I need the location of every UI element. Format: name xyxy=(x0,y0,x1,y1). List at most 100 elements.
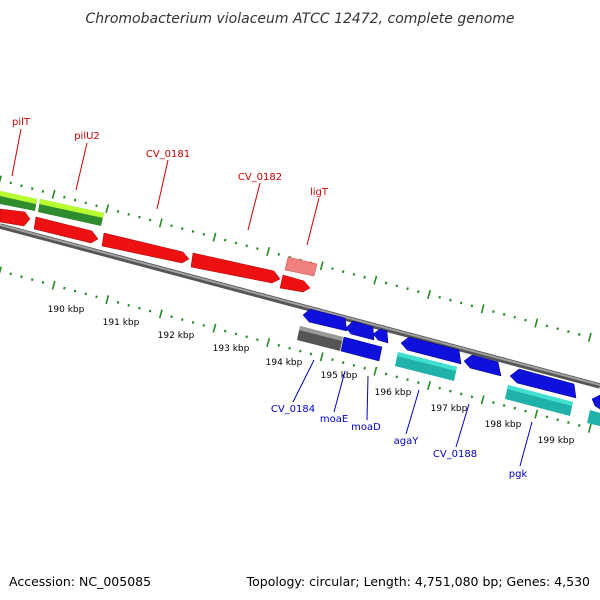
callout-line xyxy=(156,159,169,210)
inner-tick-mark xyxy=(158,309,163,319)
inner-tick-mark xyxy=(212,323,217,333)
inner-tick-mark xyxy=(556,418,559,422)
gene-arrow-ligT-segment[interactable] xyxy=(279,274,311,293)
gene-label-pilU2[interactable]: pilU2 xyxy=(74,131,100,142)
outer-tick-mark xyxy=(138,215,141,219)
genome-stats-text: Topology: circular; Length: 4,751,080 bp… xyxy=(246,574,590,589)
outer-tick-mark xyxy=(234,241,238,245)
inner-tick-mark xyxy=(288,346,291,350)
outer-tick-mark xyxy=(73,198,77,202)
gene-arrow-reverse-1[interactable] xyxy=(302,308,348,332)
outer-tick-mark xyxy=(513,315,517,319)
gene-label-moaD[interactable]: moaD xyxy=(351,422,381,433)
inner-tick-mark xyxy=(181,318,184,322)
gene-arrow-reverse-4[interactable] xyxy=(400,336,462,365)
gene-label-CV_0184[interactable]: CV_0184 xyxy=(271,404,315,415)
gene-arrow-moaE[interactable] xyxy=(340,336,383,362)
kbp-tick-labels: 190 kbp 191 kbp 192 kbp 193 kbp 194 kbp … xyxy=(48,305,575,446)
outer-tick-mark xyxy=(95,204,98,208)
outer-tick-mark xyxy=(256,247,259,251)
callout-line xyxy=(75,142,88,191)
gene-block-pgk-highlight[interactable] xyxy=(507,385,573,406)
reverse-gene-callouts: CV_0184 moaE moaD agaY CV_0188 pgk xyxy=(271,359,533,480)
outer-tick-mark xyxy=(577,333,581,336)
gene-arrow-pgk[interactable] xyxy=(509,368,577,399)
inner-tick-mark xyxy=(545,415,549,419)
inner-tick-mark xyxy=(223,329,227,333)
feature-block-pilU2-highlight[interactable] xyxy=(39,199,104,218)
gene-arrow-pilT[interactable] xyxy=(0,208,31,227)
inner-tick-mark xyxy=(148,309,152,313)
gene-block-reverse-edge[interactable] xyxy=(587,410,600,426)
outer-tick-mark xyxy=(116,210,120,213)
callout-line xyxy=(366,375,369,421)
outer-tick-mark xyxy=(341,270,345,273)
gene-arrow-reverse-edge[interactable] xyxy=(591,394,600,410)
inner-tick-mark xyxy=(41,281,45,284)
callout-line xyxy=(11,128,22,177)
kbp-tick-label: 190 kbp xyxy=(48,305,85,315)
gene-label-CV_0188[interactable]: CV_0188 xyxy=(433,449,477,460)
inner-tick-mark xyxy=(73,289,77,293)
inner-tick-mark xyxy=(63,286,66,290)
gene-block-agaY-highlight[interactable] xyxy=(397,352,457,371)
outer-tick-mark xyxy=(158,218,163,228)
callout-line xyxy=(519,421,533,467)
inner-tick-mark xyxy=(170,315,173,319)
callout-line xyxy=(455,403,470,448)
gene-arrow-reverse-3[interactable] xyxy=(372,328,389,344)
outer-tick-mark xyxy=(30,187,34,190)
gene-arrow-CV_0181[interactable] xyxy=(101,232,190,264)
inner-tick-mark xyxy=(105,295,110,305)
kbp-tick-label: 195 kbp xyxy=(321,371,358,381)
gene-label-CV_0182[interactable]: CV_0182 xyxy=(238,172,282,183)
forward-gene-callouts: pilT pilU2 CV_0181 CV_0182 ligT xyxy=(11,117,329,246)
inner-tick-mark xyxy=(277,343,281,347)
gene-block-CV_0184-highlight[interactable] xyxy=(299,326,343,341)
kbp-tick-label: 196 kbp xyxy=(375,388,412,398)
gene-block-ligT[interactable] xyxy=(284,256,318,277)
gene-arrow-CV_0182[interactable] xyxy=(190,252,281,284)
inner-tick-mark xyxy=(459,392,463,396)
inner-tick-mark xyxy=(384,372,388,376)
inner-tick-mark xyxy=(470,395,474,399)
outer-tick-mark xyxy=(459,301,463,305)
outer-tick-mark xyxy=(587,332,592,342)
callout-line xyxy=(306,197,320,246)
gene-label-pilT[interactable]: pilT xyxy=(12,117,31,128)
gene-label-CV_0181[interactable]: CV_0181 xyxy=(146,149,190,160)
outer-tick-mark xyxy=(0,175,2,183)
outer-tick-mark xyxy=(245,244,248,248)
inner-tick-mark xyxy=(427,380,431,391)
inner-tick-mark xyxy=(299,349,302,353)
gene-label-pgk[interactable]: pgk xyxy=(509,469,528,480)
inner-tick-mark xyxy=(438,386,441,390)
outer-tick-mark xyxy=(567,330,570,333)
outer-tick-mark xyxy=(277,252,281,256)
genome-backbone-highlight xyxy=(0,224,600,386)
inner-tick-mark xyxy=(95,295,98,299)
outer-tick-mark xyxy=(331,267,334,271)
outer-tick-mark xyxy=(492,310,495,313)
inner-tick-mark xyxy=(502,404,506,407)
gene-arrow-reverse-2[interactable] xyxy=(345,320,375,341)
inner-tick-mark xyxy=(395,375,399,379)
inner-tick-mark xyxy=(567,421,570,424)
outer-tick-mark xyxy=(212,232,217,242)
gene-label-agaY[interactable]: agaY xyxy=(394,436,420,447)
outer-tick-mark xyxy=(51,189,56,199)
inner-tick-mark xyxy=(202,323,206,327)
outer-tick-mark xyxy=(395,284,399,288)
gene-label-moaE[interactable]: moaE xyxy=(320,414,348,425)
gene-label-ligT[interactable]: ligT xyxy=(310,187,329,198)
feature-block-pilT-highlight[interactable] xyxy=(0,191,37,204)
inner-tick-mark xyxy=(30,278,34,281)
inner-tick-mark xyxy=(256,338,259,342)
outer-tick-mark xyxy=(545,324,549,328)
inner-tick-mark xyxy=(363,366,366,370)
gene-arrow-pilU2[interactable] xyxy=(33,216,99,244)
gene-arrow-reverse-5[interactable] xyxy=(463,354,502,377)
outer-tick-mark xyxy=(63,195,66,199)
inner-tick-mark xyxy=(331,358,334,362)
